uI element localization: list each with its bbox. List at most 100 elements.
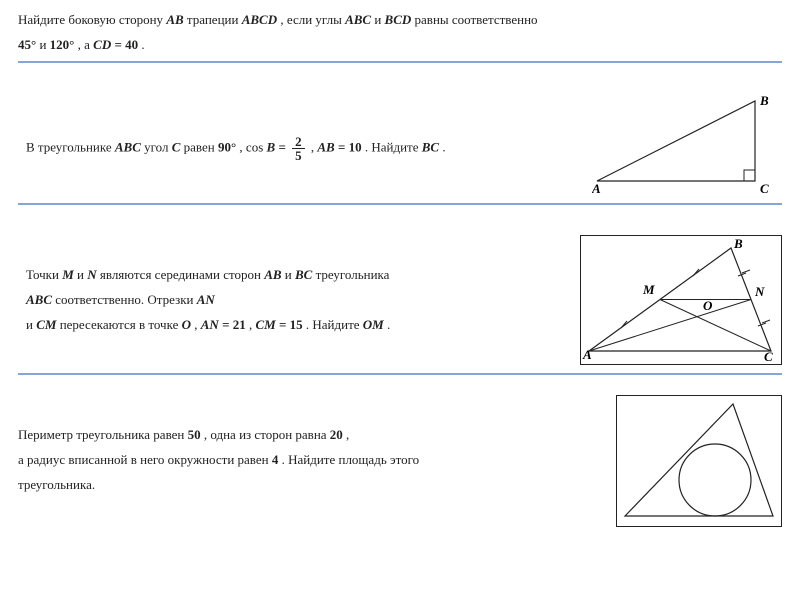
problem-4-row: Периметр треугольника равен 50 , одна из… (18, 395, 782, 527)
period: . (442, 139, 445, 154)
divider-1 (18, 61, 782, 63)
var-BC: BC (422, 139, 439, 154)
var-ABC: ABC (115, 139, 141, 154)
triangle-svg: A B C (592, 93, 782, 203)
text: . Найдите площадь этого (282, 452, 420, 467)
numerator: 2 (292, 135, 305, 149)
eq: = (114, 37, 125, 52)
tick (742, 270, 750, 273)
period: . (141, 37, 144, 52)
median-AN (589, 300, 751, 352)
text: угол (144, 139, 172, 154)
text: пересекаются в точке (60, 317, 182, 332)
problem-1-text: Найдите боковую сторону AB трапеции ABCD… (18, 8, 782, 57)
incircle-svg (617, 396, 781, 526)
label-C: C (760, 181, 769, 196)
eq: = (338, 139, 349, 154)
medians-svg: A B C M N O (581, 236, 781, 364)
val-21: 21 (233, 317, 246, 332)
text: а радиус вписанной в него окружности рав… (18, 452, 272, 467)
var-CM: CM (36, 317, 56, 332)
problem-3: Точки M и N являются серединами сторон A… (0, 207, 800, 377)
eq: = (279, 317, 290, 332)
figure-right-triangle: A B C (592, 93, 782, 203)
label-A: A (592, 181, 601, 196)
denominator: 5 (292, 149, 305, 162)
label-O: O (703, 298, 713, 313)
label-B: B (759, 93, 769, 108)
val-20: 20 (330, 427, 343, 442)
text: равны соответственно (415, 12, 538, 27)
angle-120: 120° (50, 37, 75, 52)
angle-90: 90° (218, 139, 236, 154)
var-CD: CD (93, 37, 111, 52)
text: , (346, 427, 349, 442)
val-50: 50 (188, 427, 201, 442)
var-N: N (87, 267, 96, 282)
text: Точки (26, 267, 62, 282)
text: , а (78, 37, 94, 52)
label-B: B (733, 236, 743, 251)
angle-45: 45° (18, 37, 36, 52)
var-AN: AN (201, 317, 219, 332)
val-15: 15 (290, 317, 303, 332)
label-M: M (642, 282, 655, 297)
tick (758, 323, 766, 326)
triangle-shape (625, 404, 773, 516)
text: и (39, 37, 49, 52)
var-AB: AB (264, 267, 281, 282)
text: , cos (239, 139, 266, 154)
var-OM: OM (363, 317, 384, 332)
label-N: N (754, 284, 765, 299)
divider-2 (18, 203, 782, 205)
text: и (374, 12, 384, 27)
text: , если углы (280, 12, 345, 27)
text: соответственно. Отрезки (55, 292, 196, 307)
triangle-shape (597, 101, 755, 181)
divider-3 (18, 373, 782, 375)
problem-2: В треугольнике ABC угол C равен 90° , co… (0, 71, 800, 207)
var-AN: AN (197, 292, 215, 307)
text: равен (184, 139, 218, 154)
figure-medians-triangle: A B C M N O (580, 235, 782, 365)
var-M: M (62, 267, 74, 282)
var-BCD: BCD (385, 12, 412, 27)
problem-3-text: Точки M и N являются серединами сторон A… (18, 263, 568, 337)
eq: = (278, 139, 289, 154)
var-AB: AB (317, 139, 334, 154)
val-4: 4 (272, 452, 279, 467)
var-C: C (172, 139, 181, 154)
var-B: B (267, 139, 276, 154)
problem-3-row: Точки M и N являются серединами сторон A… (18, 235, 782, 365)
text: Периметр треугольника равен (18, 427, 188, 442)
text: , одна из сторон равна (204, 427, 330, 442)
val-10: 10 (349, 139, 362, 154)
var-ABC: ABC (26, 292, 52, 307)
var-ABC: ABC (345, 12, 371, 27)
inscribed-circle (679, 444, 751, 516)
text: и (77, 267, 87, 282)
fraction-2-5: 2 5 (292, 135, 305, 162)
var-ABCD: ABCD (242, 12, 277, 27)
val-40: 40 (125, 37, 138, 52)
var-AB: AB (166, 12, 183, 27)
var-BC: BC (295, 267, 312, 282)
var-CM: CM (255, 317, 275, 332)
text: . Найдите (306, 317, 363, 332)
text: и (285, 267, 295, 282)
problem-2-text: В треугольнике ABC угол C равен 90° , co… (18, 135, 580, 162)
text: . Найдите (365, 139, 422, 154)
text: и (26, 317, 36, 332)
problem-1: Найдите боковую сторону AB трапеции ABCD… (0, 0, 800, 71)
period: . (387, 317, 390, 332)
text: являются серединами сторон (100, 267, 264, 282)
label-C: C (764, 349, 773, 364)
figure-incircle-triangle (616, 395, 782, 527)
text: трапеции (187, 12, 242, 27)
text: треугольника. (18, 477, 95, 492)
text: Найдите боковую сторону (18, 12, 166, 27)
eq: = (222, 317, 233, 332)
var-O: O (182, 317, 191, 332)
problem-2-row: В треугольнике ABC угол C равен 90° , co… (18, 93, 782, 203)
label-A: A (582, 347, 592, 362)
